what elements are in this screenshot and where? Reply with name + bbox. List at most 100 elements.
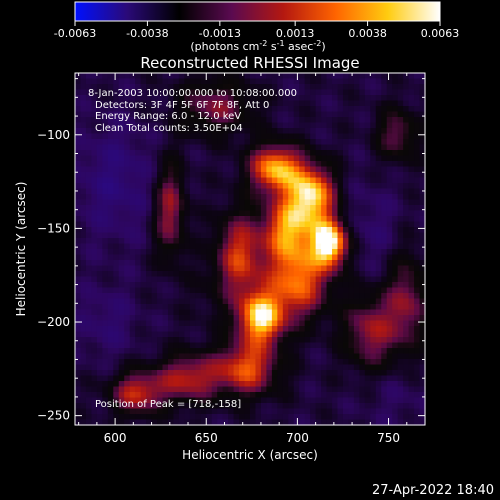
heatmap-cell [222,370,229,377]
heatmap-cell [178,161,185,168]
heatmap-cell [408,359,415,366]
heatmap-cell [277,117,284,124]
heatmap-cell [321,128,328,135]
heatmap-cell [282,243,289,250]
heatmap-cell [173,370,180,377]
heatmap-cell [222,304,229,311]
heatmap-cell [408,78,415,85]
heatmap-cell [195,232,202,239]
heatmap-cell [370,133,377,140]
heatmap-cell [173,243,180,250]
heatmap-cell [370,128,377,135]
heatmap-cell [282,188,289,195]
heatmap-cell [146,100,153,107]
heatmap-cell [146,221,153,228]
heatmap-cell [211,205,218,212]
heatmap-cell [381,364,388,371]
heatmap-cell [271,205,278,212]
heatmap-cell [315,216,322,223]
heatmap-cell [419,348,426,355]
heatmap-cell [293,309,300,316]
heatmap-cell [178,287,185,294]
heatmap-cell [91,403,98,410]
heatmap-cell [96,166,103,173]
heatmap-cell [337,106,344,113]
heatmap-cell [408,254,415,261]
heatmap-cell [271,337,278,344]
heatmap-cell [96,106,103,113]
heatmap-cell [326,89,333,96]
heatmap-cell [353,309,360,316]
heatmap-cell [107,139,114,146]
heatmap-cell [255,348,262,355]
heatmap-cell [195,133,202,140]
heatmap-cell [332,166,339,173]
heatmap-cell [91,414,98,421]
heatmap-cell [173,155,180,162]
heatmap-cell [195,111,202,118]
heatmap-cell [326,403,333,410]
heatmap-cell [408,111,415,118]
heatmap-cell [140,260,147,267]
heatmap-cell [332,370,339,377]
heatmap-cell [85,221,93,228]
heatmap-cell [342,243,350,250]
heatmap-cell [260,249,268,256]
heatmap-cell [337,188,344,195]
heatmap-cell [266,271,273,278]
heatmap-cell [266,326,273,333]
heatmap-cell [222,221,229,228]
heatmap-cell [222,397,229,404]
heatmap-cell [277,397,284,404]
heatmap-cell [397,221,404,228]
heatmap-cell [370,95,377,102]
heatmap-cell [140,282,147,289]
heatmap-cell [403,89,410,96]
heatmap-cell [184,122,191,129]
heatmap-cell [370,375,377,382]
heatmap-cell [397,260,404,267]
heatmap-cell [233,337,240,344]
heatmap-cell [217,331,224,338]
heatmap-cell [326,172,333,179]
heatmap-cell [359,100,366,107]
heatmap-cell [146,386,153,393]
heatmap-cell [244,320,251,327]
heatmap-cell [239,403,246,410]
heatmap-cell [167,155,175,162]
heatmap-cell [217,414,224,421]
heatmap-cell [370,84,377,91]
heatmap-cell [304,348,311,355]
heatmap-cell [173,359,180,366]
heatmap-cell [151,364,158,371]
heatmap-cell [118,282,125,289]
heatmap-cell [310,414,317,421]
heatmap-cell [146,337,153,344]
heatmap-cell [189,276,196,283]
heatmap-cell [277,386,284,393]
heatmap-cell [348,414,355,421]
heatmap-cell [342,249,350,256]
heatmap-cell [277,84,284,91]
heatmap-cell [206,287,213,294]
heatmap-cell [315,205,322,212]
heatmap-cell [381,155,388,162]
heatmap-cell [146,276,153,283]
heatmap-cell [403,144,410,151]
heatmap-cell [75,315,82,322]
heatmap-cell [381,353,388,360]
heatmap-cell [315,265,322,272]
heatmap-cell [228,353,235,360]
heatmap-cell [342,133,350,140]
heatmap-cell [315,381,322,388]
heatmap-cell [206,265,213,272]
heatmap-cell [293,397,300,404]
heatmap-cell [124,122,131,129]
heatmap-cell [321,183,328,190]
heatmap-cell [91,166,98,173]
heatmap-cell [277,122,284,129]
heatmap-cell [217,232,224,239]
heatmap-cell [173,331,180,338]
heatmap-cell [419,260,426,267]
heatmap-cell [260,221,268,228]
